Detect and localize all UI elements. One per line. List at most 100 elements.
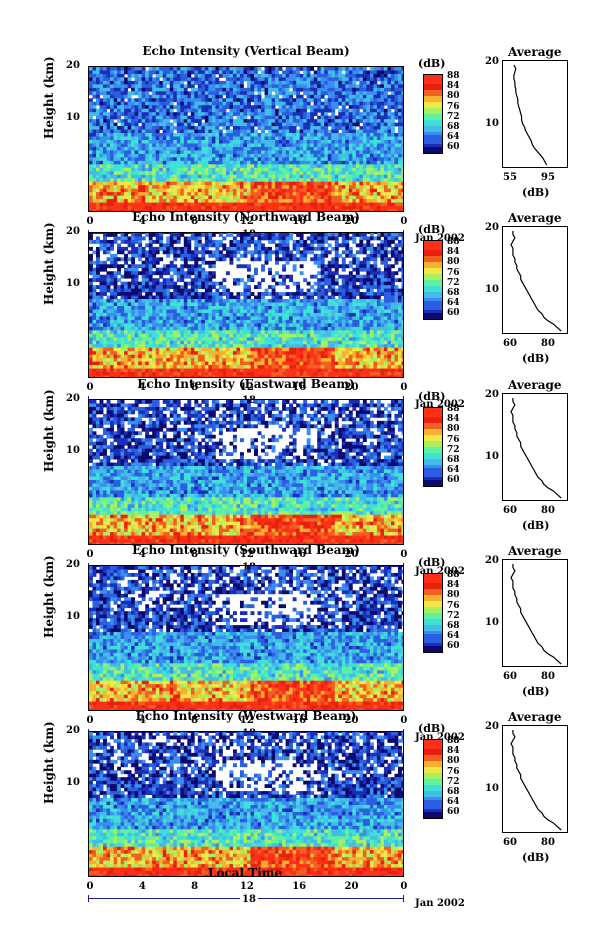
heatmap-cell (250, 87, 255, 92)
heatmap-cell (96, 108, 100, 113)
heatmap-cell (96, 185, 100, 190)
heatmap-cell (401, 288, 403, 293)
heatmap-cell (380, 278, 385, 283)
heatmap-cell (194, 150, 199, 155)
heatmap-cell (306, 91, 311, 96)
heatmap-cell (299, 119, 304, 124)
heatmap-cell (183, 77, 188, 82)
heatmap-cell (369, 188, 374, 193)
heatmap-cell (208, 278, 213, 283)
heatmap-cell (173, 271, 178, 276)
heatmap-cell (127, 91, 132, 96)
heatmap-cell (204, 126, 209, 130)
heatmap-cell (334, 278, 339, 283)
heatmap-cell (201, 192, 206, 197)
heatmap-cell (348, 281, 353, 286)
heatmap-cell (348, 136, 353, 141)
heatmap-cell (124, 133, 129, 137)
heatmap-cell (282, 126, 287, 130)
heatmap-cell (92, 167, 97, 172)
heatmap-cell (229, 174, 234, 179)
heatmap-cell (310, 185, 315, 190)
heatmap-cell (169, 143, 174, 148)
heatmap-cell (324, 292, 329, 296)
heatmap-cell (232, 192, 237, 197)
heatmap-cell (110, 271, 114, 276)
heatmap-cell (289, 105, 294, 110)
heatmap-cell (117, 181, 121, 186)
heatmap-cell (211, 115, 216, 120)
heatmap-cell (204, 164, 209, 169)
heatmap-cell (383, 119, 388, 124)
heatmap-cell (390, 157, 395, 162)
heatmap-cell (187, 122, 192, 127)
heatmap-cell (138, 233, 143, 237)
heatmap-cell (197, 250, 202, 255)
heatmap-cell (345, 136, 350, 141)
heatmap-cell (394, 150, 399, 155)
heatmap-cell (183, 295, 188, 300)
heatmap-cell (222, 178, 227, 183)
heatmap-cell (387, 105, 392, 110)
heatmap-cell (331, 181, 336, 186)
heatmap-cell (390, 171, 395, 176)
heatmap-cell (352, 157, 357, 162)
heatmap-cell (141, 209, 146, 211)
heatmap-cell (131, 108, 136, 113)
heatmap-cell (131, 274, 136, 279)
heatmap-cell (348, 185, 353, 190)
heatmap-cell (380, 260, 385, 265)
heatmap-cell (355, 171, 360, 176)
heatmap-cell (345, 209, 350, 211)
heatmap-cell (99, 160, 104, 165)
heatmap-cell (99, 209, 104, 211)
heatmap-cell (338, 233, 343, 237)
heatmap-cell (359, 188, 364, 193)
heatmap-cell (113, 133, 118, 137)
colorbar-tick: 72 (447, 111, 460, 122)
heatmap-cell (303, 122, 308, 127)
heatmap-cell (348, 87, 353, 92)
heatmap-cell (138, 112, 143, 117)
heatmap-cell (211, 73, 216, 78)
heatmap-cell (387, 233, 392, 237)
heatmap-cell (310, 188, 315, 193)
heatmap-cell (320, 192, 325, 197)
heatmap-cell (201, 77, 206, 82)
heatmap-cell (155, 236, 160, 241)
heatmap-cell (92, 150, 97, 155)
heatmap-cell (225, 73, 230, 78)
heatmap-cell (236, 67, 241, 71)
heatmap-cell (92, 140, 97, 144)
heatmap-cell (204, 243, 209, 248)
heatmap-cell (169, 233, 174, 237)
heatmap-cell (131, 188, 136, 193)
heatmap-cell (141, 108, 146, 113)
heatmap-cell (359, 94, 364, 99)
heatmap-cell (92, 260, 97, 265)
heatmap-cell (359, 236, 364, 241)
heatmap-cell (306, 195, 311, 200)
heatmap-cell (282, 164, 287, 169)
heatmap-cell (89, 253, 93, 258)
heatmap-cell (218, 87, 223, 92)
heatmap-cell (373, 122, 378, 127)
heatmap-cell (366, 171, 371, 176)
heatmap-cell (110, 206, 114, 210)
heatmap-cell (222, 174, 227, 179)
heatmap-cell (183, 129, 188, 134)
heatmap-cell (327, 91, 332, 96)
heatmap-cell (271, 181, 276, 186)
heatmap-cell (257, 73, 262, 78)
heatmap-cell (211, 133, 216, 137)
heatmap-cell (257, 295, 262, 300)
heatmap-cell (282, 202, 287, 207)
heatmap-cell (366, 202, 371, 207)
heatmap-cell (289, 108, 294, 113)
heatmap-cell (229, 181, 234, 186)
heatmap-cell (138, 164, 143, 169)
heatmap-cell (268, 233, 272, 237)
heatmap-cell (282, 80, 287, 85)
heatmap-cell (289, 133, 294, 137)
heatmap-cell (257, 253, 262, 258)
